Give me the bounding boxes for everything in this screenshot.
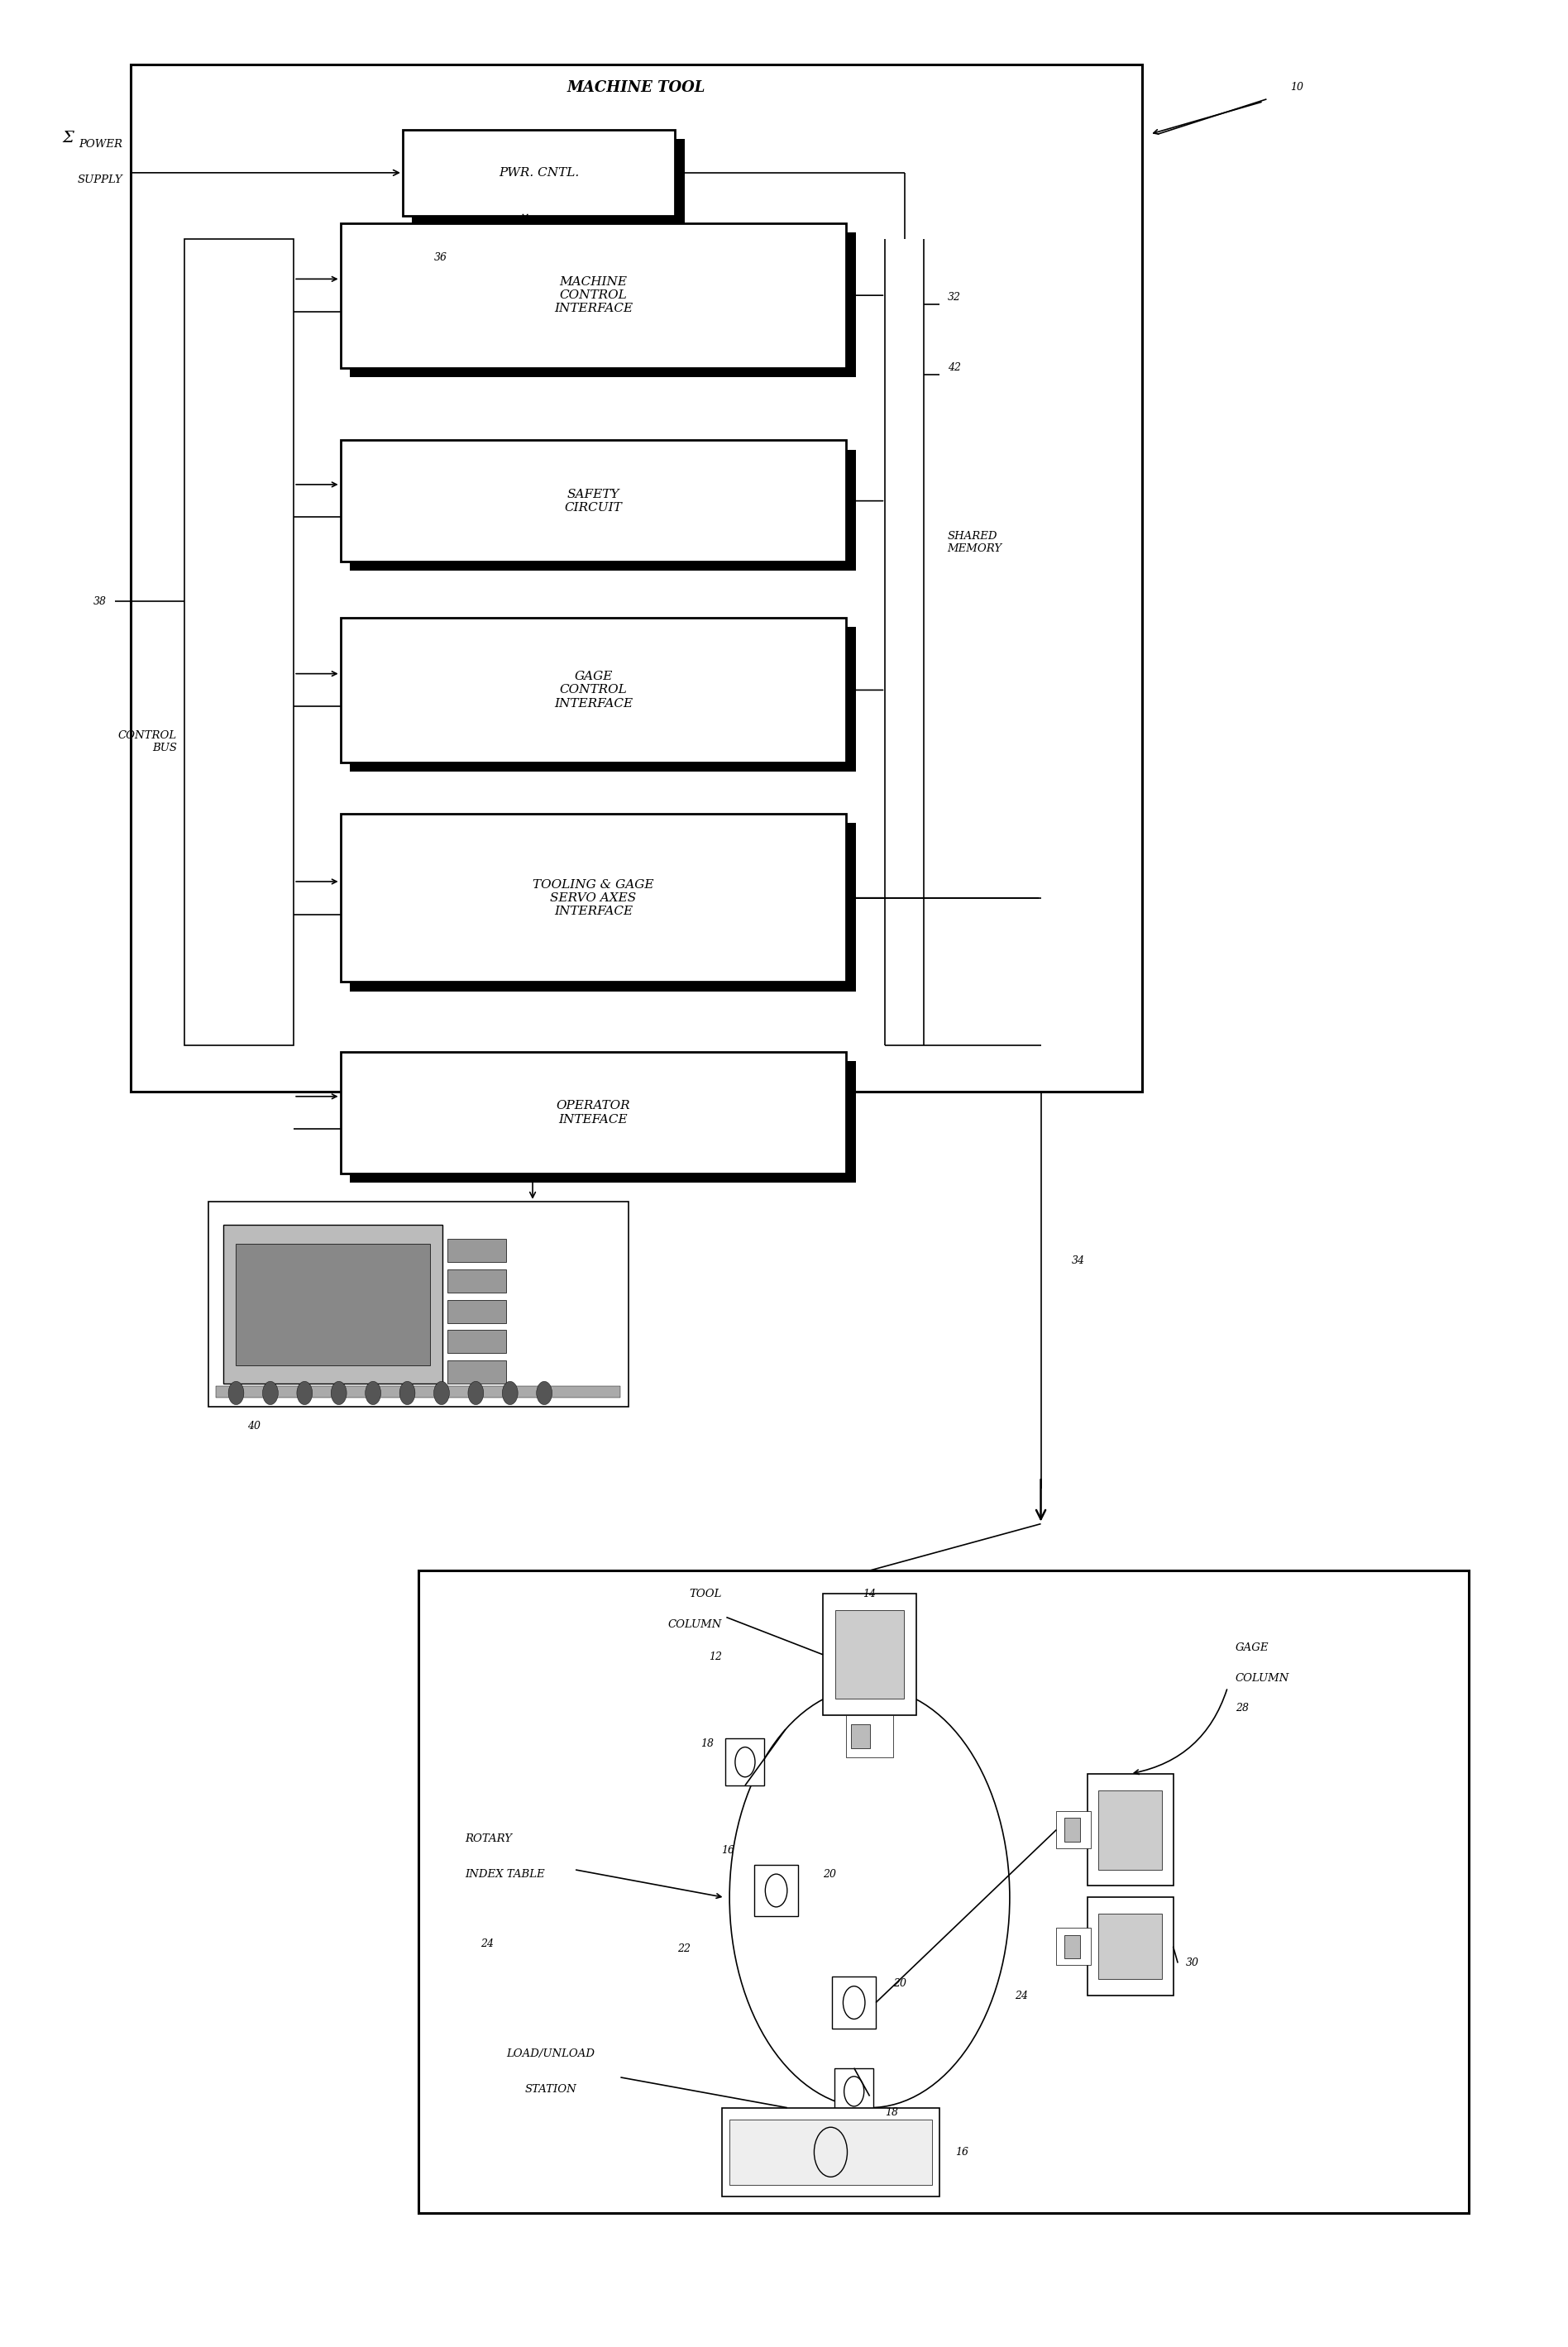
- Bar: [1057, 1812, 1091, 1849]
- Bar: [1088, 1896, 1173, 1995]
- Text: ROTARY: ROTARY: [466, 1833, 513, 1845]
- Bar: [403, 129, 676, 216]
- Circle shape: [229, 1382, 245, 1406]
- Text: 10: 10: [1290, 82, 1303, 94]
- Text: INDEX TABLE: INDEX TABLE: [466, 1868, 544, 1880]
- Bar: [350, 232, 856, 378]
- Bar: [447, 1239, 506, 1263]
- Text: 38: 38: [94, 596, 107, 606]
- Text: 18: 18: [701, 1739, 713, 1749]
- Text: PWR. CNTL.: PWR. CNTL.: [499, 167, 579, 178]
- Bar: [340, 223, 847, 368]
- Text: TOOL: TOOL: [690, 1589, 721, 1598]
- Bar: [1065, 1819, 1080, 1842]
- Text: POWER: POWER: [78, 138, 122, 150]
- Text: SAFETY
CIRCUIT: SAFETY CIRCUIT: [564, 488, 622, 514]
- Bar: [1057, 1927, 1091, 1964]
- Text: Σ: Σ: [63, 129, 74, 146]
- Text: 18: 18: [886, 2108, 898, 2117]
- Text: COLUMN: COLUMN: [1236, 1673, 1289, 1683]
- Text: SUPPLY: SUPPLY: [77, 174, 122, 185]
- Bar: [350, 1061, 856, 1183]
- Bar: [130, 63, 1142, 1091]
- Bar: [237, 1244, 430, 1366]
- Circle shape: [262, 1382, 278, 1406]
- Bar: [721, 2108, 939, 2197]
- Text: 20: 20: [892, 1979, 906, 1990]
- Bar: [350, 451, 856, 570]
- Bar: [447, 1331, 506, 1354]
- Circle shape: [434, 1382, 450, 1406]
- Bar: [224, 1225, 442, 1385]
- Bar: [447, 1361, 506, 1385]
- Text: 16: 16: [721, 1845, 734, 1856]
- Text: CONTROL
BUS: CONTROL BUS: [118, 730, 177, 753]
- Bar: [350, 824, 856, 990]
- Text: 36: 36: [434, 253, 447, 263]
- Text: MACHINE
CONTROL
INTERFACE: MACHINE CONTROL INTERFACE: [554, 277, 632, 314]
- Text: 32: 32: [947, 293, 961, 303]
- Text: LOAD/UNLOAD: LOAD/UNLOAD: [506, 2049, 594, 2058]
- Text: GAGE: GAGE: [1236, 1643, 1269, 1652]
- Text: OPERATOR
INTEFACE: OPERATOR INTEFACE: [557, 1101, 630, 1124]
- Bar: [340, 1051, 847, 1174]
- Text: 42: 42: [947, 361, 961, 373]
- Text: 20: 20: [823, 1868, 836, 1880]
- Bar: [1099, 1791, 1162, 1871]
- Bar: [447, 1300, 506, 1324]
- Bar: [823, 1594, 916, 1716]
- Bar: [419, 1570, 1469, 2213]
- Text: SHARED
MEMORY: SHARED MEMORY: [947, 530, 1002, 554]
- Bar: [1099, 1913, 1162, 1979]
- Text: 28: 28: [1236, 1704, 1248, 1713]
- Bar: [1065, 1934, 1080, 1957]
- Bar: [1088, 1774, 1173, 1887]
- Bar: [836, 1610, 903, 1699]
- Text: 14: 14: [862, 1589, 877, 1598]
- Bar: [726, 1739, 765, 1786]
- Circle shape: [400, 1382, 416, 1406]
- Bar: [833, 1976, 877, 2028]
- Circle shape: [296, 1382, 312, 1406]
- Bar: [447, 1270, 506, 1293]
- Bar: [185, 239, 293, 1044]
- Bar: [729, 2119, 931, 2185]
- Text: 40: 40: [248, 1420, 260, 1432]
- Bar: [216, 1387, 621, 1399]
- Text: 30: 30: [1185, 1957, 1200, 1969]
- Text: COLUMN: COLUMN: [668, 1619, 721, 1629]
- Bar: [340, 814, 847, 981]
- Text: 34: 34: [1073, 1256, 1085, 1267]
- Text: MACHINE TOOL: MACHINE TOOL: [568, 80, 706, 94]
- Circle shape: [502, 1382, 517, 1406]
- Bar: [412, 138, 684, 225]
- Text: 24: 24: [480, 1939, 494, 1950]
- Bar: [851, 1725, 870, 1749]
- Circle shape: [467, 1382, 483, 1406]
- Bar: [834, 2068, 873, 2115]
- Bar: [350, 627, 856, 772]
- Circle shape: [536, 1382, 552, 1406]
- Text: STATION: STATION: [525, 2084, 577, 2094]
- Text: 12: 12: [709, 1652, 721, 1662]
- Text: 22: 22: [677, 1943, 690, 1955]
- Circle shape: [331, 1382, 347, 1406]
- Text: GAGE
CONTROL
INTERFACE: GAGE CONTROL INTERFACE: [554, 671, 632, 709]
- Bar: [340, 441, 847, 561]
- Text: 24: 24: [1014, 1990, 1027, 2002]
- Bar: [847, 1716, 892, 1758]
- Bar: [340, 617, 847, 763]
- Text: 16: 16: [955, 2148, 969, 2157]
- Circle shape: [365, 1382, 381, 1406]
- Bar: [209, 1202, 629, 1408]
- Bar: [754, 1866, 798, 1915]
- Text: TOOLING & GAGE
SERVO AXES
INTERFACE: TOOLING & GAGE SERVO AXES INTERFACE: [533, 878, 654, 918]
